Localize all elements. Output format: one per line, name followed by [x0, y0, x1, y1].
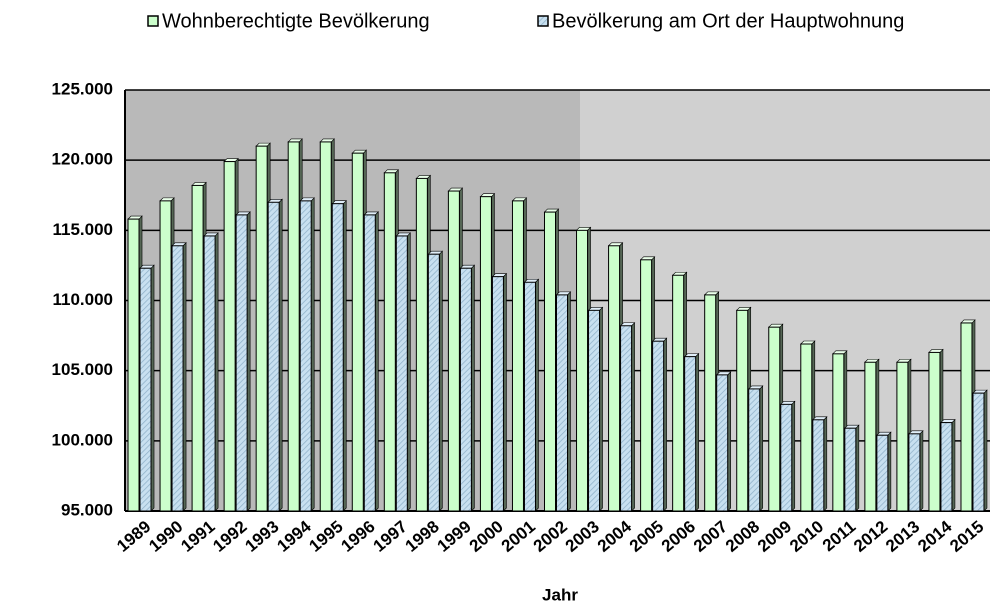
y-tick-label: 115.000	[52, 220, 113, 239]
y-tick-label: 120.000	[52, 150, 113, 169]
bar	[576, 229, 589, 512]
x-tick-label: 2005	[626, 517, 667, 556]
bar	[928, 351, 941, 512]
bar	[479, 196, 492, 512]
bar	[908, 433, 921, 512]
bar	[684, 356, 697, 512]
bar	[459, 267, 472, 512]
x-tick-label: 1993	[241, 517, 282, 556]
bar	[139, 267, 152, 512]
x-tick-label: 2010	[786, 517, 827, 556]
bar	[704, 294, 717, 512]
bar	[427, 253, 440, 512]
bar	[363, 214, 376, 512]
y-tick-label: 100.000	[52, 430, 113, 449]
bar	[235, 214, 248, 512]
y-tick-label: 110.000	[52, 290, 113, 309]
x-tick-label: 1992	[209, 517, 250, 556]
bar	[620, 325, 633, 512]
x-tick-label: 2001	[498, 517, 539, 556]
x-tick-label: 1997	[370, 517, 411, 556]
bar	[171, 245, 184, 512]
x-tick-label: 1990	[145, 517, 186, 556]
y-tick-label: 95.000	[61, 500, 113, 519]
bar	[748, 388, 761, 512]
y-tick-label: 105.000	[52, 360, 113, 379]
x-tick-label: 1995	[306, 517, 347, 556]
bar	[608, 245, 621, 512]
bar	[832, 353, 845, 512]
x-tick-label: 1999	[434, 517, 475, 556]
x-tick-label: 2000	[466, 517, 507, 556]
bar	[331, 203, 344, 512]
legend-swatch	[147, 15, 159, 27]
bar	[491, 276, 504, 512]
x-tick-label: 1996	[338, 517, 379, 556]
x-tick-label: 1989	[113, 517, 154, 556]
bar	[876, 434, 889, 512]
bar	[716, 374, 729, 512]
bar	[415, 177, 428, 512]
bar	[672, 274, 685, 512]
x-tick-label: 2002	[530, 517, 571, 556]
bar	[267, 201, 280, 512]
bar	[972, 392, 985, 512]
bar	[544, 211, 556, 512]
bar	[203, 235, 216, 512]
bar	[812, 419, 825, 512]
bar	[736, 309, 749, 512]
x-tick-label: 1991	[177, 517, 218, 556]
x-tick-label: 2003	[562, 517, 603, 556]
bar	[768, 326, 781, 512]
legend-label: Bevölkerung am Ort der Hauptwohnung	[552, 10, 904, 32]
bar	[447, 190, 460, 512]
x-tick-label: 1998	[402, 517, 443, 556]
bar	[351, 152, 364, 512]
x-tick-label: 2009	[754, 517, 795, 556]
bar	[640, 259, 653, 512]
legend-swatch	[537, 15, 549, 27]
x-axis-title: Jahr	[542, 585, 578, 604]
bar	[159, 200, 172, 512]
x-tick-label: 2015	[946, 517, 987, 556]
x-tick-label: 1994	[273, 517, 315, 556]
bar	[800, 343, 813, 512]
x-tick-label: 2013	[882, 517, 923, 556]
x-tick-label: 2007	[690, 517, 731, 556]
legend-label: Wohnberechtigte Bevölkerung	[162, 10, 430, 32]
bar	[940, 422, 953, 512]
bar	[299, 200, 312, 512]
bar	[780, 403, 793, 512]
x-tick-label: 2008	[722, 517, 763, 556]
bar	[844, 427, 857, 512]
bar	[395, 235, 408, 512]
bar	[896, 361, 909, 512]
bar	[191, 184, 204, 512]
y-tick-label: 125.000	[52, 79, 113, 98]
bar	[319, 141, 332, 512]
bar	[127, 218, 140, 512]
bar	[556, 294, 568, 512]
bar	[588, 309, 601, 512]
bar	[523, 281, 536, 512]
bar	[960, 322, 973, 512]
x-tick-label: 2004	[594, 517, 636, 556]
bar	[864, 361, 877, 512]
bar	[255, 145, 268, 512]
bar	[287, 141, 300, 512]
bar	[383, 172, 396, 512]
x-tick-label: 2012	[850, 517, 891, 556]
bar	[511, 200, 524, 512]
x-tick-label: 2014	[914, 517, 956, 556]
x-tick-label: 2011	[819, 517, 859, 555]
x-tick-label: 2006	[658, 517, 699, 556]
bar	[652, 340, 665, 512]
bar	[223, 161, 236, 512]
